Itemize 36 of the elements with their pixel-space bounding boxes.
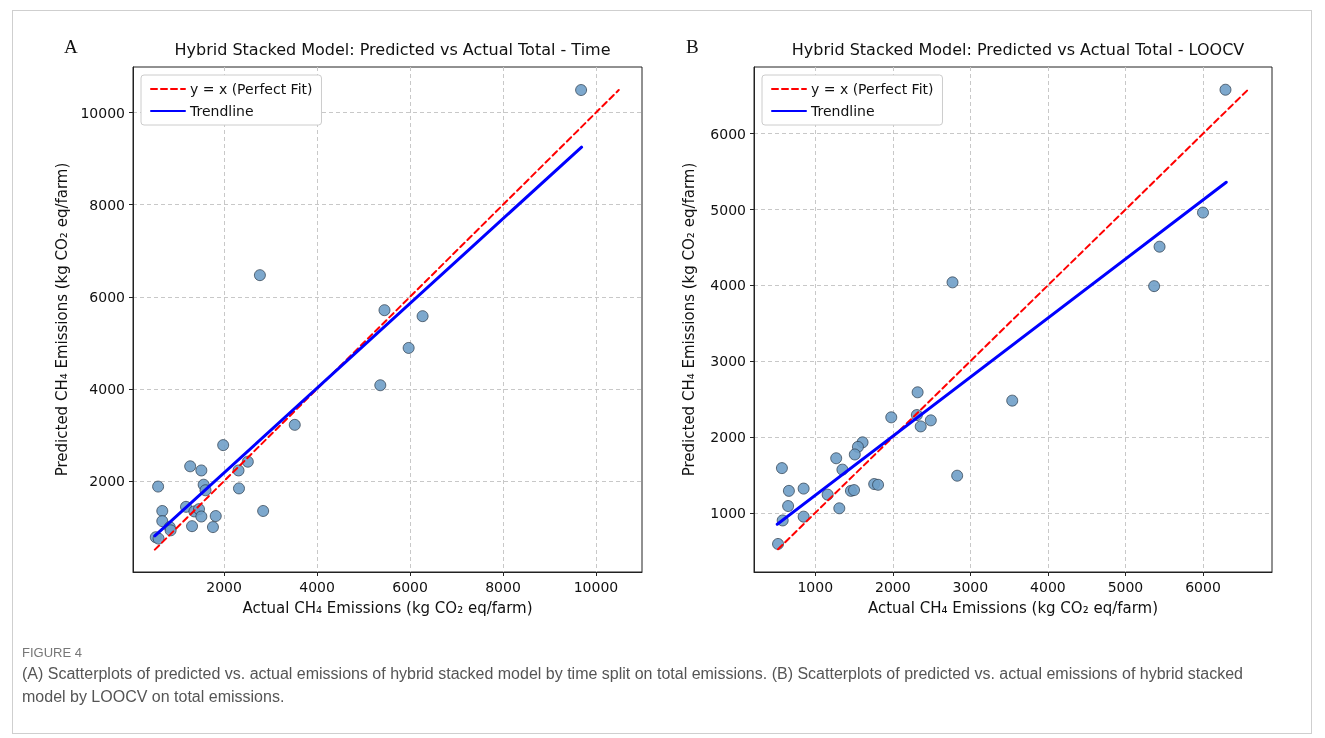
x-tick-label: 4000 bbox=[299, 579, 335, 595]
y-tick-label: 6000 bbox=[710, 125, 746, 142]
y-tick-label: 6000 bbox=[89, 288, 125, 305]
legend-label: y = x (Perfect Fit) bbox=[190, 81, 313, 97]
chart-title: Hybrid Stacked Model: Predicted vs Actual Total - Time bbox=[174, 39, 611, 59]
y-tick-label: 3000 bbox=[710, 353, 746, 370]
legend-label: Trendline bbox=[189, 103, 254, 119]
caption: FIGURE 4 bbox=[22, 645, 82, 660]
x-tick-label: 2000 bbox=[874, 579, 911, 595]
x-axis-title: Actual CH₄ Emissions (kg CO₂ eq/farm) bbox=[242, 598, 533, 617]
y-tick-label: 8000 bbox=[89, 196, 125, 213]
chart-title: Hybrid Stacked Model: Predicted vs Actual Total - LOOCV bbox=[791, 39, 1245, 59]
y-tick-label: 5000 bbox=[710, 201, 746, 218]
x-tick-label: 5000 bbox=[1107, 579, 1144, 595]
x-tick-label: 8000 bbox=[485, 579, 521, 595]
y-tick-label: 2000 bbox=[710, 429, 746, 446]
text: B bbox=[686, 36, 699, 58]
text: A bbox=[64, 36, 78, 58]
legend-label: y = x (Perfect Fit) bbox=[811, 81, 934, 97]
legend-label: Trendline bbox=[810, 103, 875, 119]
x-tick-label: 6000 bbox=[392, 579, 428, 595]
y-axis-title: Predicted CH₄ Emissions (kg CO₂ eq/farm) bbox=[679, 162, 698, 477]
y-tick-label: 10000 bbox=[80, 104, 125, 121]
y-tick-label: 1000 bbox=[710, 504, 746, 521]
x-tick-label: 3000 bbox=[952, 579, 989, 595]
x-tick-label: 6000 bbox=[1185, 579, 1221, 595]
x-axis-title: Actual CH₄ Emissions (kg CO₂ eq/farm) bbox=[867, 598, 1159, 617]
text: (A) Scatterplots of predicted vs. actual emissions of hybrid stacked model by time split on total emissions. (B) Scatterplots of predicted vs. actual emissions of hybrid stacked model by LOOCV on total emissions. bbox=[22, 664, 1244, 707]
y-axis-title: Predicted CH₄ Emissions (kg CO₂ eq/farm) bbox=[53, 162, 72, 477]
x-tick-label: 2000 bbox=[206, 579, 242, 595]
y-tick-label: 4000 bbox=[89, 380, 125, 397]
y-tick-label: 2000 bbox=[89, 473, 125, 490]
x-tick-label: 10000 bbox=[573, 579, 619, 595]
x-tick-label: 1000 bbox=[797, 579, 834, 595]
y-tick-label: 4000 bbox=[710, 277, 746, 294]
x-tick-label: 4000 bbox=[1030, 579, 1066, 595]
